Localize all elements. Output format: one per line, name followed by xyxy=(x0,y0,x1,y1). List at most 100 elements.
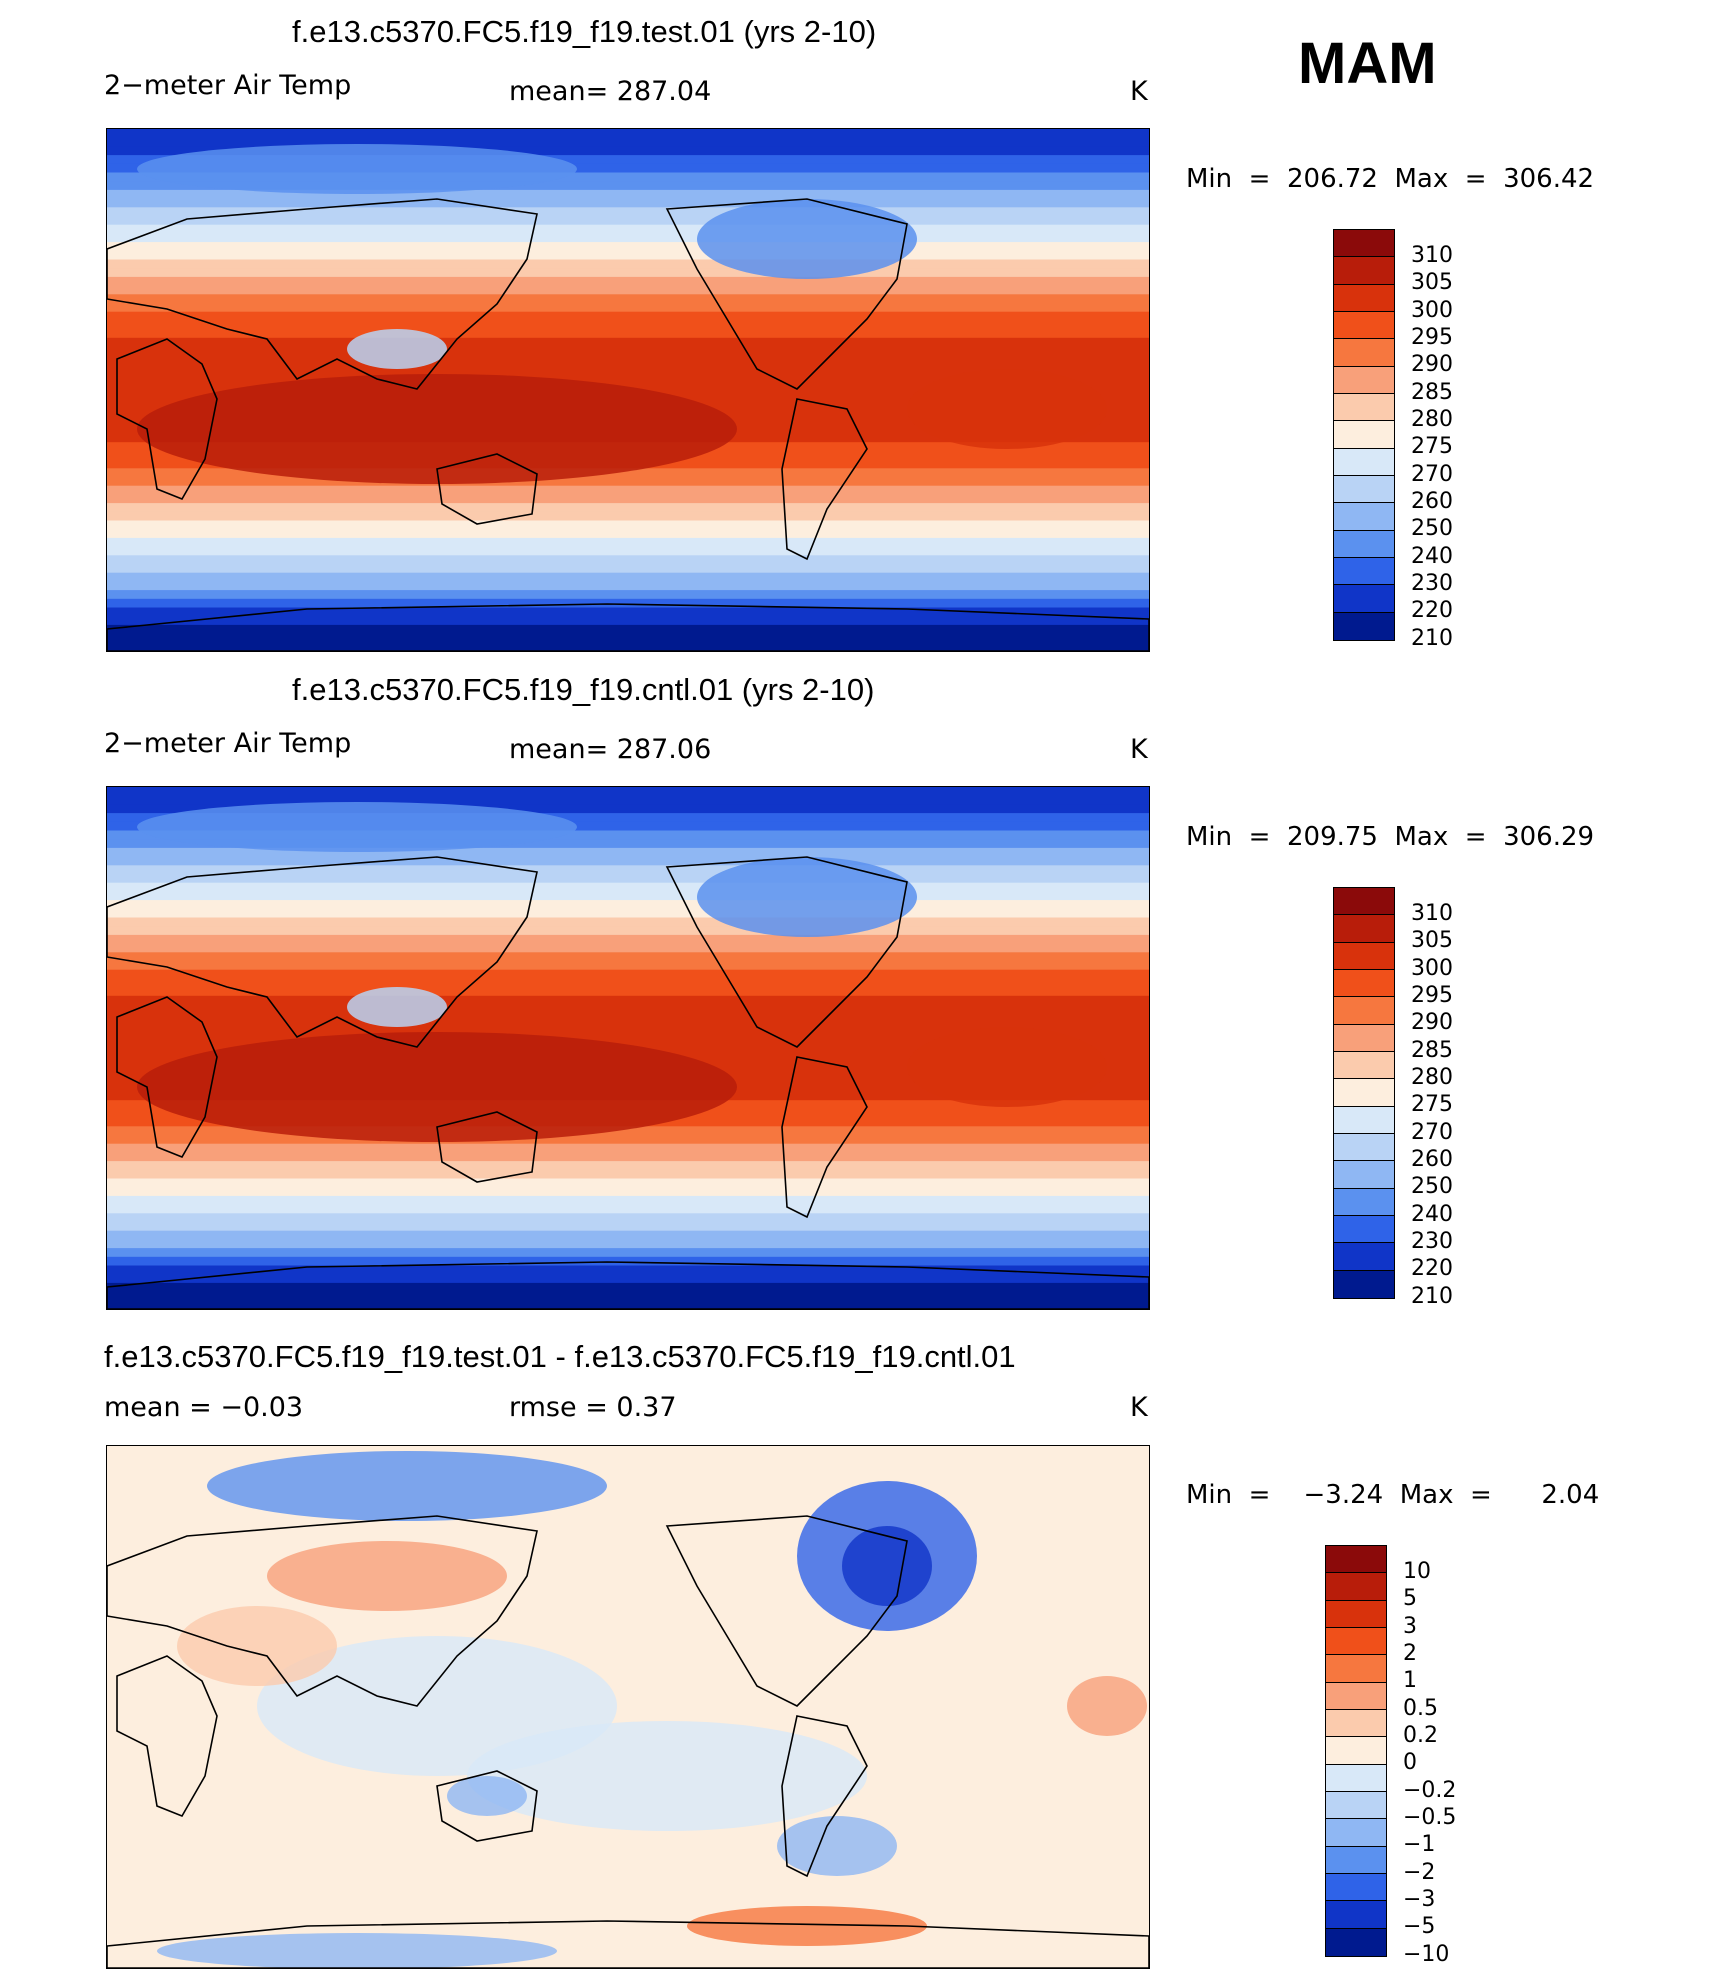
map-latitude-band xyxy=(107,1282,1149,1293)
panel3-title: f.e13.c5370.FC5.f19_f19.test.01 - f.e13.… xyxy=(104,1339,1016,1374)
colorbar-swatch xyxy=(1334,339,1394,367)
coastline xyxy=(436,1770,538,1842)
colorbar-tick-label: 275 xyxy=(1411,1092,1453,1118)
colorbar-swatch xyxy=(1334,585,1394,613)
map-latitude-band xyxy=(107,1230,1149,1241)
colorbar-swatch xyxy=(1334,557,1394,586)
map-field-blob xyxy=(137,374,737,484)
panel1-map xyxy=(106,128,1150,652)
coastline xyxy=(116,338,218,501)
map-field-blob xyxy=(207,1451,607,1521)
colorbar-tick-label: 5 xyxy=(1403,1586,1417,1612)
coastline xyxy=(116,996,218,1159)
map-field xyxy=(107,1446,1149,1968)
colorbar-swatch xyxy=(1326,1819,1386,1847)
map-latitude-band xyxy=(107,1126,1149,1136)
map-field-blob xyxy=(907,1027,1107,1107)
map-latitude-band xyxy=(107,642,1149,651)
colorbar-swatch xyxy=(1334,612,1394,640)
colorbar-swatch xyxy=(1326,1655,1386,1683)
coastline xyxy=(107,1515,538,1707)
colorbar-tick-label: −0.5 xyxy=(1403,1805,1457,1830)
colorbar-tick-label: 220 xyxy=(1411,1256,1453,1282)
map-latitude-band xyxy=(107,146,1149,157)
panel3-colorbar xyxy=(1325,1545,1387,1957)
map-field-blob xyxy=(157,1933,557,1968)
map-latitude-band xyxy=(107,337,1149,348)
colorbar-swatch xyxy=(1334,942,1394,970)
colorbar-tick-label: −3 xyxy=(1403,1887,1436,1912)
colorbar-swatch xyxy=(1334,969,1394,998)
map-field-blob xyxy=(697,857,917,937)
panel1-variable-label: 2−meter Air Temp xyxy=(104,70,352,101)
panel1-colorbar xyxy=(1333,229,1395,641)
map-field-blob xyxy=(1067,1676,1147,1736)
colorbar-tick-label: 310 xyxy=(1411,243,1453,268)
map-latitude-band xyxy=(107,268,1149,278)
coastline xyxy=(436,453,538,525)
colorbar-tick-label: −5 xyxy=(1403,1914,1436,1940)
colorbar-swatch xyxy=(1326,1627,1386,1656)
map-latitude-band xyxy=(107,1222,1149,1232)
map-latitude-band xyxy=(107,839,1149,849)
panel3-rmse-label: rmse = 0.37 xyxy=(509,1392,677,1423)
map-field-blob xyxy=(907,369,1107,449)
panel2-minmax: Min = 209.75 Max = 306.29 xyxy=(1186,822,1595,852)
colorbar-tick-label: 0.2 xyxy=(1403,1723,1438,1748)
map-latitude-band xyxy=(107,1187,1149,1197)
map-latitude-band xyxy=(107,189,1149,200)
map-latitude-band xyxy=(107,616,1149,626)
map-latitude-band xyxy=(107,633,1149,644)
colorbar-tick-label: −1 xyxy=(1403,1832,1436,1858)
map-latitude-band xyxy=(107,294,1149,304)
map-latitude-band xyxy=(107,978,1149,989)
colorbar-swatch xyxy=(1326,1873,1386,1902)
colorbar-swatch xyxy=(1334,230,1394,258)
colorbar-tick-label: 270 xyxy=(1411,1119,1453,1145)
colorbar-tick-label: 260 xyxy=(1411,489,1453,514)
coastline xyxy=(107,856,538,1048)
map-latitude-band xyxy=(107,581,1149,592)
map-field-blob xyxy=(137,144,577,194)
colorbar-tick-label: 280 xyxy=(1411,1065,1453,1090)
map-field-blob xyxy=(137,802,577,852)
colorbar-tick-label: 305 xyxy=(1411,270,1453,296)
map-latitude-band xyxy=(107,511,1149,522)
map-latitude-band xyxy=(107,987,1149,997)
map-latitude-band xyxy=(107,590,1149,600)
colorbar-swatch xyxy=(1334,1133,1394,1162)
map-latitude-band xyxy=(107,624,1149,635)
map-latitude-band xyxy=(107,926,1149,936)
map-latitude-band xyxy=(107,856,1149,867)
map-latitude-band xyxy=(107,259,1149,270)
map-latitude-band xyxy=(107,1248,1149,1258)
map-latitude-band xyxy=(107,891,1149,902)
colorbar-tick-label: 10 xyxy=(1403,1559,1431,1584)
map-latitude-band xyxy=(107,233,1149,244)
map-latitude-band xyxy=(107,564,1149,574)
colorbar-tick-label: 300 xyxy=(1411,955,1453,981)
map-latitude-band xyxy=(107,804,1149,815)
map-latitude-band xyxy=(107,795,1149,806)
map-latitude-band xyxy=(107,821,1149,832)
map-latitude-band xyxy=(107,172,1149,183)
coastline xyxy=(781,1715,868,1878)
colorbar-tick-label: −10 xyxy=(1403,1941,1450,1967)
colorbar-swatch xyxy=(1326,1737,1386,1765)
map-field-blob xyxy=(467,1721,867,1831)
map-latitude-band xyxy=(107,1274,1149,1284)
map-latitude-band xyxy=(107,787,1149,797)
colorbar-swatch xyxy=(1326,1846,1386,1874)
colorbar-swatch xyxy=(1334,448,1394,476)
map-latitude-band xyxy=(107,1030,1149,1041)
colorbar-swatch xyxy=(1334,1161,1394,1189)
map-field-blob xyxy=(697,199,917,279)
map-latitude-band xyxy=(107,207,1149,217)
colorbar-tick-label: 0 xyxy=(1403,1750,1417,1776)
panel1-minmax: Min = 206.72 Max = 306.42 xyxy=(1186,164,1595,194)
map-latitude-band xyxy=(107,155,1149,165)
map-latitude-band xyxy=(107,1013,1149,1023)
colorbar-swatch xyxy=(1334,475,1394,504)
colorbar-swatch xyxy=(1334,1024,1394,1052)
coastline xyxy=(116,1655,218,1818)
